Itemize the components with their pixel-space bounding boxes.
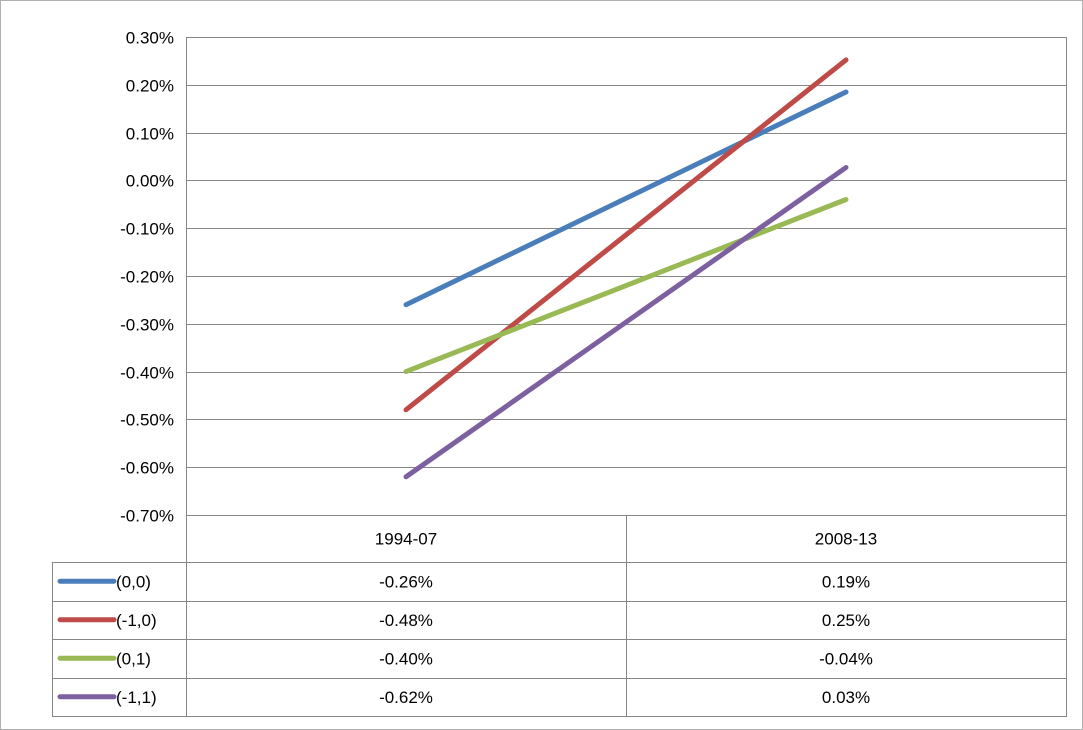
y-tick-label: -0.30% (120, 316, 174, 335)
category-label: 2008-13 (815, 530, 877, 549)
series-line (403, 197, 849, 375)
y-tick-label: -0.10% (120, 220, 174, 239)
y-tick-labels: 0.30% 0.20% 0.10% 0.00% -0.10% -0.20% -0.30% -0… (120, 29, 174, 526)
data-label: 0.19% (822, 572, 870, 591)
legend-label: (-1,0) (116, 611, 157, 630)
legend-label: (0,0) (116, 572, 151, 591)
y-tick-label: 0.30% (126, 29, 174, 48)
y-tick-label: 0.10% (126, 125, 174, 144)
y-tick-label: -0.50% (120, 411, 174, 430)
y-tick-label: -0.40% (120, 364, 174, 383)
data-label: 0.25% (822, 611, 870, 630)
category-label: 1994-07 (375, 530, 437, 549)
data-label: -0.48% (379, 611, 433, 630)
legend-label: (0,1) (116, 649, 151, 668)
series-line (403, 165, 849, 480)
y-tick-label: -0.70% (120, 507, 174, 526)
gridlines (186, 37, 1067, 562)
data-label: -0.62% (379, 688, 433, 707)
data-label: -0.26% (379, 572, 433, 591)
legend-label: (-1,1) (116, 688, 157, 707)
y-tick-label: 0.00% (126, 172, 174, 191)
data-label: 0.03% (822, 688, 870, 707)
series-lines (403, 57, 849, 480)
data-label: -0.04% (819, 649, 873, 668)
data-label: -0.40% (379, 649, 433, 668)
data-table: 1994-07 2008-13 (0,0) -0.26% 0.19% (-1,0) -0.4… (52, 515, 1067, 717)
y-tick-label: -0.60% (120, 459, 174, 478)
y-tick-label: 0.20% (126, 77, 174, 96)
series-line (403, 57, 849, 413)
y-tick-label: -0.20% (120, 268, 174, 287)
series-line (403, 89, 849, 308)
